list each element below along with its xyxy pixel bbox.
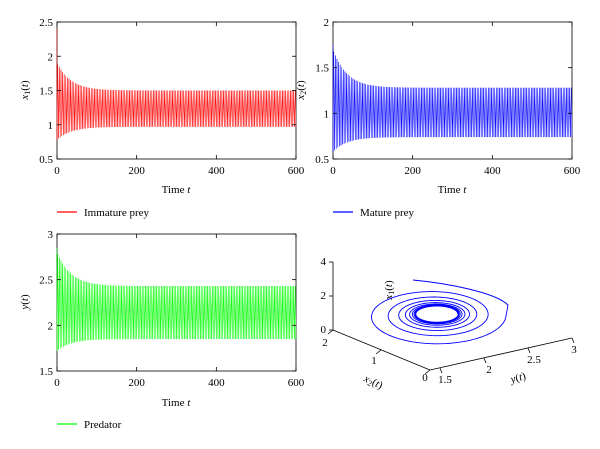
- x2-axis-label: x2(t): [361, 372, 385, 392]
- y-tick-label: 3: [571, 344, 577, 356]
- y-axis-label: y(t): [508, 370, 527, 386]
- z-axis-label: x1(t): [383, 280, 396, 301]
- x-tick-label: 0: [54, 377, 60, 389]
- x-axis-label: Time t: [162, 184, 192, 196]
- x2-tick-mark: [424, 369, 431, 375]
- series-predator-line: [56, 247, 297, 351]
- x-tick-label: 0: [54, 165, 60, 177]
- z-tick-label: 2: [321, 290, 327, 302]
- z-tick-label: 0: [321, 324, 327, 336]
- x-tick-label: 600: [288, 165, 305, 177]
- x-tick-label: 400: [484, 165, 501, 177]
- legend-label-immature-prey: Immature prey: [84, 207, 150, 219]
- legend-label-predator: Predator: [84, 419, 122, 431]
- x2-tick-mark: [375, 349, 382, 355]
- y-tick-mark: [571, 337, 575, 344]
- x-tick-label: 200: [404, 165, 421, 177]
- y-tick-label: 2: [48, 51, 54, 63]
- x-tick-label: 400: [208, 165, 225, 177]
- y-tick-label: 2.5: [39, 275, 53, 287]
- y-tick-label: 2: [486, 364, 492, 376]
- chart-predator: 0 200 400 600 1.5 2 2.5 3 y(t) Time t Predator: [19, 229, 305, 431]
- y-tick-label: 0.5: [315, 154, 329, 166]
- x2-tick-mark: [327, 329, 334, 335]
- y-tick-label: 0.5: [39, 154, 53, 166]
- x-tick-label: 0: [330, 165, 336, 177]
- y-tick-label: 1.5: [39, 86, 53, 98]
- y-tick-label: 1.5: [438, 374, 452, 386]
- x-tick-label: 200: [128, 377, 145, 389]
- series-phase-trajectory: [371, 279, 509, 345]
- y-tick-mark: [439, 367, 443, 374]
- y-tick-label: 2.5: [527, 354, 541, 366]
- x-tick-label: 600: [288, 377, 305, 389]
- y-axis-line: [429, 337, 573, 371]
- x2-tick-label: 2: [322, 337, 328, 349]
- y-tick-label: 2: [48, 320, 54, 332]
- z-tick-label: 4: [321, 256, 327, 268]
- x-tick-label: 600: [564, 165, 581, 177]
- x2-tick-label: 0: [422, 372, 428, 384]
- chart-phase-portrait-3d: 4 2 0 2 1 0 1.5 2 2.5 3 x1(t) x2(t) y(t): [321, 256, 578, 392]
- y-tick-label: 2.5: [39, 17, 53, 29]
- series-mature-prey-line: [332, 44, 573, 152]
- y-tick-label: 1: [48, 120, 54, 132]
- x-axis-label: Time t: [438, 184, 468, 196]
- y-tick-label: 3: [48, 229, 54, 241]
- x-axis-label: Time t: [162, 397, 192, 409]
- y-tick-label: 1.5: [315, 63, 329, 75]
- chart-mature-prey: 0 200 400 600 0.5 1 1.5 2 x2(t) Time t Mature p…: [295, 17, 581, 219]
- y-tick-label: 2: [324, 17, 330, 29]
- x-tick-label: 200: [128, 165, 145, 177]
- x-tick-label: 400: [208, 377, 225, 389]
- x2-tick-label: 1: [371, 355, 377, 367]
- x2-axis-line: [332, 329, 431, 371]
- y-axis-label: y(t): [19, 294, 31, 311]
- y-tick-mark: [527, 347, 531, 354]
- chart-immature-prey: 0 200 400 600 0.5 1 1.5 2 2.5 x1(t) Time t Immat…: [19, 17, 305, 219]
- y-tick-mark: [483, 357, 487, 364]
- y-axis-label: x1(t): [19, 80, 32, 101]
- legend-label-mature-prey: Mature prey: [360, 207, 415, 219]
- y-axis-label: x2(t): [295, 80, 308, 101]
- y-tick-label: 1: [324, 108, 330, 120]
- series-immature-prey-line: [56, 28, 297, 140]
- y-tick-label: 1.5: [39, 366, 53, 378]
